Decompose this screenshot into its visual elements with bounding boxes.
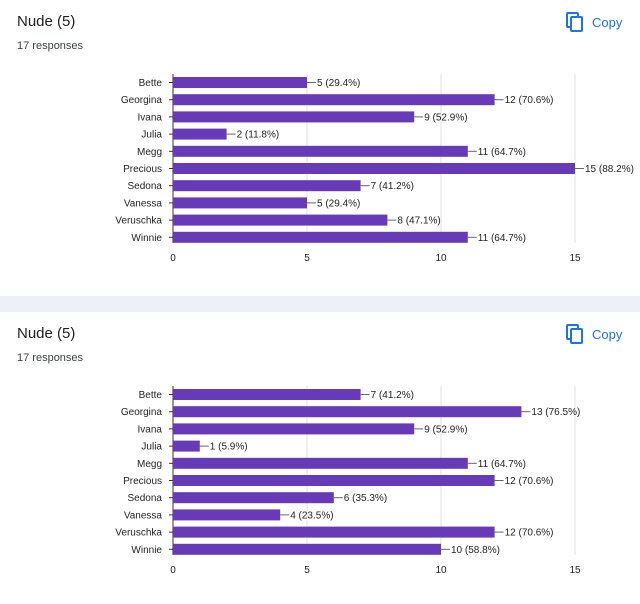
category-label: Winnie: [131, 233, 162, 244]
copy-icon: [566, 12, 583, 32]
category-label: Georgina: [121, 407, 163, 418]
category-label: Ivana: [138, 424, 163, 435]
data-label: 11 (64.7%): [478, 147, 526, 158]
copy-button[interactable]: Copy: [566, 10, 622, 34]
bar: [173, 423, 415, 435]
data-label: 11 (64.7%): [478, 459, 526, 470]
category-label: Bette: [139, 390, 163, 401]
copy-label: Copy: [592, 14, 623, 30]
bar: [173, 163, 575, 174]
bar: [173, 457, 468, 469]
data-label: 13 (76.5%): [531, 407, 580, 418]
bar: [173, 231, 468, 243]
data-label: 9 (52.9%): [424, 112, 467, 123]
category-label: Precious: [123, 476, 162, 487]
copy-button[interactable]: Copy: [566, 322, 622, 346]
data-label: 12 (70.6%): [505, 528, 554, 539]
card-title: Nude (5): [17, 13, 76, 30]
chart-card: Nude (5) 17 responses Copy 0 5 10 15 Bette 7 …: [0, 312, 640, 604]
data-label: 1 (5.9%): [210, 442, 248, 453]
bar: [173, 128, 227, 140]
data-label: 4 (23.5%): [290, 510, 333, 521]
bar: [173, 543, 441, 555]
category-label: Veruschka: [115, 528, 162, 539]
x-tick-label: 0: [170, 253, 176, 264]
category-label: Bette: [139, 78, 163, 89]
chart-card: Nude (5) 17 responses Copy 0 5 10 15 Bette 5 …: [0, 0, 640, 296]
category-label: Vanessa: [124, 198, 163, 209]
x-tick-label: 5: [304, 253, 310, 264]
data-label: 8 (47.1%): [397, 216, 440, 227]
category-label: Vanessa: [124, 510, 163, 521]
bar: [173, 509, 281, 521]
bar: [173, 214, 388, 226]
category-label: Sedona: [128, 181, 163, 192]
bar: [173, 145, 468, 157]
data-label: 6 (35.3%): [344, 493, 387, 504]
data-label: 12 (70.6%): [505, 95, 554, 106]
category-label: Veruschka: [115, 216, 162, 227]
x-tick-label: 15: [569, 565, 581, 576]
bar: [173, 440, 200, 452]
category-label: Georgina: [121, 95, 163, 106]
response-count: 17 responses: [17, 352, 84, 364]
x-tick-label: 10: [435, 565, 447, 576]
x-tick-label: 0: [170, 565, 176, 576]
data-label: 12 (70.6%): [505, 476, 554, 487]
bar: [173, 475, 495, 486]
response-count: 17 responses: [17, 40, 84, 52]
bar: [173, 77, 307, 88]
category-label: Ivana: [138, 112, 163, 123]
bar-chart: 0 5 10 15 Bette 5 (29.4%) Georgina 12 (70.6%) Iv…: [115, 74, 634, 264]
data-label: 5 (29.4%): [317, 78, 360, 89]
x-tick-label: 15: [569, 253, 581, 264]
copy-label: Copy: [592, 326, 623, 342]
data-label: 10 (58.8%): [451, 545, 500, 556]
bar: [173, 492, 334, 504]
copy-icon: [566, 324, 583, 344]
category-label: Julia: [141, 442, 162, 453]
bar: [173, 406, 522, 418]
category-label: Megg: [137, 459, 162, 470]
x-tick-label: 5: [304, 565, 310, 576]
category-label: Megg: [137, 147, 162, 158]
data-label: 11 (64.7%): [478, 233, 526, 244]
data-label: 7 (41.2%): [371, 181, 414, 192]
bar: [173, 389, 361, 400]
data-label: 15 (88.2%): [585, 164, 634, 175]
data-label: 5 (29.4%): [317, 198, 360, 209]
bar: [173, 526, 495, 538]
bar: [173, 197, 307, 209]
data-label: 7 (41.2%): [371, 390, 414, 401]
bar: [173, 94, 495, 106]
bar-chart: 0 5 10 15 Bette 7 (41.2%) Georgina 13 (76.5%) Iv…: [115, 386, 581, 576]
x-tick-label: 10: [435, 253, 447, 264]
section-divider: [0, 296, 640, 312]
card-title: Nude (5): [17, 325, 76, 342]
bar: [173, 180, 361, 192]
data-label: 9 (52.9%): [424, 424, 467, 435]
category-label: Precious: [123, 164, 162, 175]
category-label: Winnie: [131, 545, 162, 556]
category-label: Julia: [141, 130, 162, 141]
bar: [173, 111, 415, 123]
data-label: 2 (11.8%): [237, 130, 280, 141]
category-label: Sedona: [128, 493, 163, 504]
